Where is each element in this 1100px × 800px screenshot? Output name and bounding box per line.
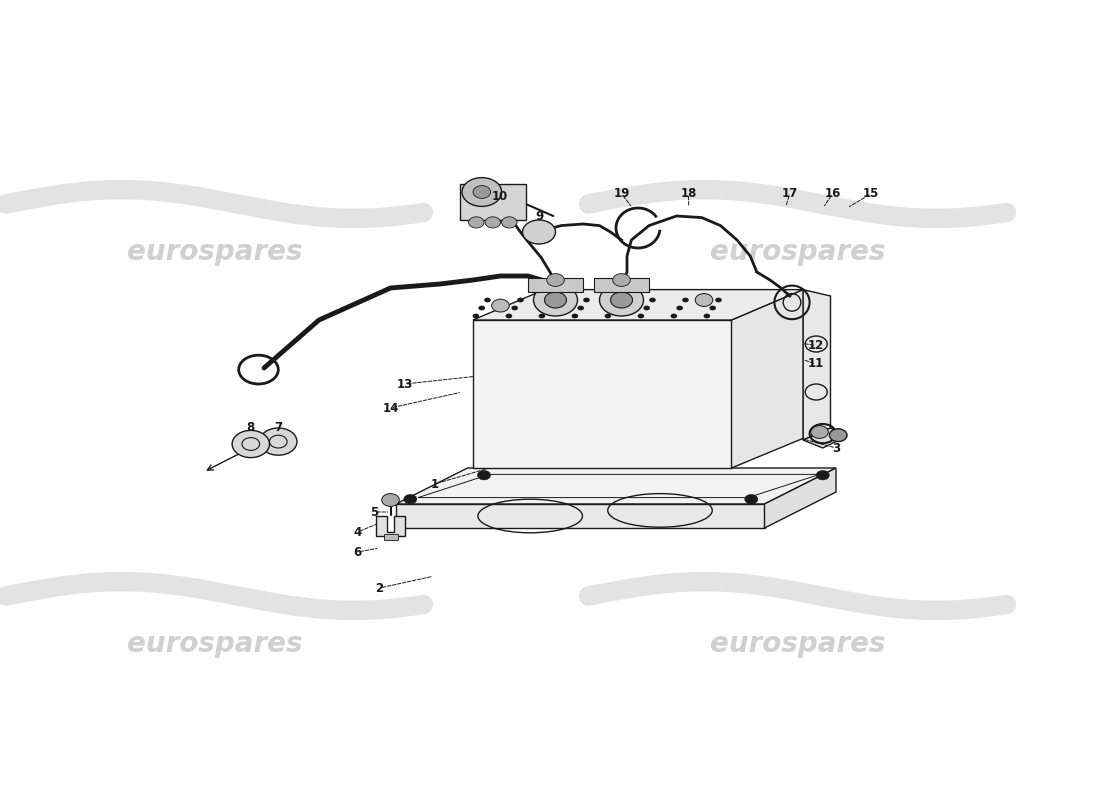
Circle shape — [676, 306, 683, 310]
Circle shape — [382, 494, 399, 506]
Circle shape — [517, 298, 524, 302]
Text: 5: 5 — [370, 506, 378, 518]
Circle shape — [644, 306, 650, 310]
Polygon shape — [473, 290, 803, 320]
Circle shape — [539, 314, 546, 318]
Circle shape — [547, 274, 564, 286]
Circle shape — [704, 314, 711, 318]
Circle shape — [600, 284, 643, 316]
Text: 4: 4 — [353, 526, 362, 538]
Circle shape — [829, 429, 847, 442]
Circle shape — [478, 306, 485, 310]
Circle shape — [544, 292, 566, 308]
Bar — [528, 278, 583, 292]
Text: 13: 13 — [397, 378, 412, 390]
Polygon shape — [803, 428, 847, 448]
Circle shape — [544, 306, 551, 310]
Circle shape — [745, 494, 758, 504]
Circle shape — [583, 298, 590, 302]
Circle shape — [473, 186, 491, 198]
Text: 6: 6 — [353, 546, 362, 558]
Text: eurospares: eurospares — [710, 238, 886, 266]
Bar — [384, 534, 398, 540]
Circle shape — [613, 274, 630, 286]
Circle shape — [232, 430, 270, 458]
Text: 3: 3 — [832, 442, 840, 454]
Circle shape — [477, 470, 491, 480]
Circle shape — [550, 298, 557, 302]
Circle shape — [610, 292, 632, 308]
Text: 17: 17 — [782, 187, 797, 200]
Circle shape — [695, 294, 713, 306]
Circle shape — [512, 306, 518, 310]
Circle shape — [506, 314, 513, 318]
Text: 10: 10 — [492, 190, 507, 202]
Circle shape — [492, 299, 509, 312]
Text: 11: 11 — [808, 358, 824, 370]
Circle shape — [404, 494, 417, 504]
Circle shape — [610, 306, 617, 310]
Text: eurospares: eurospares — [126, 238, 302, 266]
Text: 14: 14 — [383, 402, 398, 414]
Polygon shape — [473, 320, 732, 468]
Circle shape — [682, 298, 689, 302]
Circle shape — [462, 178, 502, 206]
Circle shape — [473, 314, 480, 318]
Text: 16: 16 — [825, 187, 840, 200]
Text: eurospares: eurospares — [710, 630, 886, 658]
Circle shape — [715, 298, 722, 302]
Polygon shape — [396, 504, 764, 528]
Text: 7: 7 — [274, 421, 283, 434]
Circle shape — [469, 217, 484, 228]
Polygon shape — [376, 516, 405, 536]
Polygon shape — [732, 290, 803, 468]
Circle shape — [671, 314, 678, 318]
Circle shape — [649, 298, 656, 302]
Text: eurospares: eurospares — [126, 630, 302, 658]
Circle shape — [502, 217, 517, 228]
Circle shape — [605, 314, 612, 318]
Circle shape — [534, 284, 578, 316]
Circle shape — [485, 217, 501, 228]
Text: 2: 2 — [375, 582, 384, 594]
Text: 18: 18 — [681, 187, 696, 200]
Text: 12: 12 — [808, 339, 824, 352]
Circle shape — [638, 314, 645, 318]
Text: 8: 8 — [246, 421, 255, 434]
Polygon shape — [396, 468, 836, 504]
Circle shape — [816, 470, 829, 480]
Circle shape — [572, 314, 579, 318]
Polygon shape — [764, 468, 836, 528]
Circle shape — [578, 306, 584, 310]
Bar — [460, 184, 526, 220]
Bar — [594, 278, 649, 292]
Circle shape — [811, 426, 828, 438]
Polygon shape — [803, 290, 830, 440]
Circle shape — [522, 220, 556, 244]
Text: 1: 1 — [430, 478, 439, 490]
Circle shape — [484, 298, 491, 302]
Circle shape — [710, 306, 716, 310]
Text: 9: 9 — [535, 210, 543, 222]
Circle shape — [616, 298, 623, 302]
Circle shape — [260, 428, 297, 455]
Text: 19: 19 — [614, 187, 629, 200]
Text: 15: 15 — [864, 187, 879, 200]
